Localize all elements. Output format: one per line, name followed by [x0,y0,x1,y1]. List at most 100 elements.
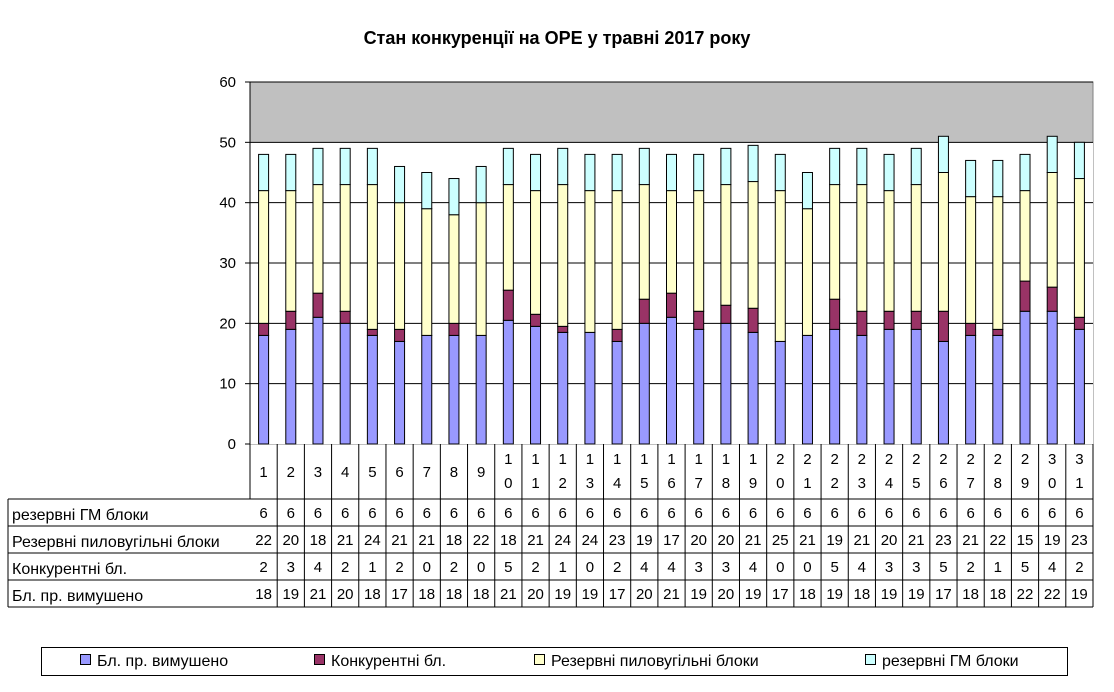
data-label: 21 [663,586,680,603]
table-row-label: Конкурентні бл. [12,561,127,578]
bar-2-day-6 [394,328,406,342]
data-label: 2 [395,559,403,576]
bar-3-day-17 [693,190,705,312]
data-label: 0 [586,559,594,576]
data-label: 6 [586,505,594,522]
data-label: 5 [1021,559,1029,576]
bar-1-day-25 [910,328,922,445]
data-label: 19 [282,586,299,603]
data-label: 18 [364,586,381,603]
data-label: 2 [341,559,349,576]
legend-item-forced: Бл. пр. вимушено [80,653,228,671]
bar-2-day-3 [312,292,324,318]
bar-2-day-26 [937,310,949,342]
x-tick-label-5: 5 [368,464,376,481]
bar-2-day-31 [1073,316,1085,330]
data-label: 2 [966,559,974,576]
data-label: 18 [255,586,272,603]
data-label: 21 [310,586,327,603]
data-label: 6 [477,505,485,522]
bar-1-day-19 [747,331,759,445]
bar-4-day-7 [421,172,433,210]
bar-2-day-28 [992,328,1004,336]
data-label: 6 [287,505,295,522]
data-label: 21 [500,586,517,603]
bar-4-day-14 [611,153,623,192]
bar-3-day-27 [965,196,977,324]
legend-swatch-gm-reserve [865,654,876,665]
x-tick-label-1: 1 [259,464,267,481]
bar-1-day-7 [421,334,433,445]
bar-4-day-25 [910,147,922,186]
legend-item-coal-reserve: Резервні пиловугільні блоки [534,653,759,671]
data-label: 4 [858,559,866,576]
table-row-label: Бл. пр. вимушено [12,588,143,605]
data-label: 19 [1071,586,1088,603]
bar-3-day-18 [720,184,732,306]
legend-swatch-competitive [314,654,325,665]
legend-swatch-forced [80,654,91,665]
bar-3-day-15 [638,184,650,300]
data-label: 3 [722,559,730,576]
data-label: 19 [582,586,599,603]
bar-1-day-16 [666,316,677,445]
data-label: 6 [667,505,675,522]
bar-3-day-31 [1073,178,1085,318]
bar-4-day-2 [285,153,297,192]
data-label: 19 [745,586,762,603]
data-label: 25 [772,532,789,549]
legend-swatch-coal-reserve [534,654,545,665]
data-label: 18 [799,586,816,603]
data-label: 22 [1044,586,1061,603]
bar-3-day-14 [611,190,623,330]
data-label: 5 [830,559,838,576]
data-label: 20 [636,586,653,603]
data-label: 21 [527,532,544,549]
data-label: 6 [776,505,784,522]
bar-4-day-13 [584,153,596,192]
x-tick-label-9: 9 [477,464,485,481]
data-label: 6 [314,505,322,522]
data-label: 24 [364,532,381,549]
data-label: 21 [418,532,435,549]
data-label: 18 [962,586,979,603]
chart-legend: Бл. пр. вимушено Конкурентні бл. Резервн… [41,647,1068,676]
legend-label-gm-reserve: резервні ГМ блоки [882,653,1019,670]
bar-1-day-14 [611,340,623,445]
bar-4-day-29 [1019,153,1031,192]
data-label: 0 [776,559,784,576]
data-label: 3 [885,559,893,576]
data-label: 4 [314,559,322,576]
bar-4-day-26 [937,135,949,174]
bar-1-day-24 [883,328,895,445]
y-tick-label: 10 [219,376,236,393]
bar-1-day-15 [638,322,650,445]
bar-3-day-1 [258,190,270,324]
data-label: 6 [803,505,811,522]
data-label: 6 [423,505,431,522]
bar-4-day-20 [774,153,786,192]
data-label: 20 [337,586,354,603]
data-label: 22 [989,532,1006,549]
bar-4-day-18 [720,147,732,186]
x-tick-label-4: 4 [341,464,349,481]
bar-3-day-12 [557,184,569,327]
bar-3-day-28 [992,196,1004,330]
bar-4-day-15 [638,147,650,186]
bar-3-day-21 [801,208,813,336]
data-label: 3 [695,559,703,576]
bar-4-day-4 [339,147,351,186]
bar-4-day-16 [666,153,677,192]
bar-1-day-27 [965,334,977,445]
bar-1-day-23 [856,334,868,445]
bar-3-day-30 [1046,172,1058,288]
